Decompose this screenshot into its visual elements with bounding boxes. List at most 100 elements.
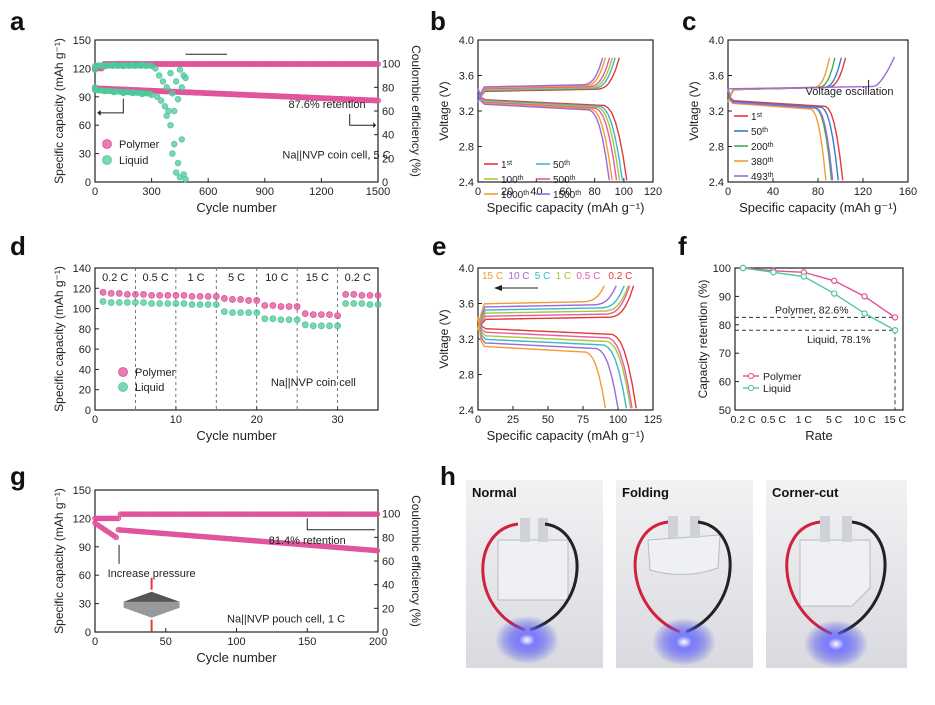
- y-tick-label: 60: [79, 344, 91, 356]
- liquid-point: [164, 300, 172, 307]
- liquid-ce-point: [163, 84, 170, 91]
- discharge-curve: [477, 88, 610, 181]
- x-tick-label: 150: [298, 636, 316, 648]
- polymer-capacity-point: [374, 97, 381, 104]
- legend-label: 1st: [501, 160, 512, 172]
- charge-curve: [727, 56, 896, 90]
- polymer-point: [358, 291, 366, 299]
- legend-label: Polymer: [763, 371, 802, 383]
- discharge-curve: [727, 88, 839, 181]
- y-tick-label: 100: [73, 304, 91, 316]
- rate-label: 10 C: [265, 272, 288, 284]
- photo-normal: Normal: [466, 480, 603, 668]
- polymer-point: [172, 291, 180, 299]
- retention-annotation: 87.6% retention: [289, 99, 366, 111]
- x-tick-label: 10 C: [854, 414, 877, 426]
- liquid-point: [269, 315, 277, 323]
- liquid-point: [317, 322, 325, 330]
- liquid-point: [374, 301, 382, 308]
- y-axis-label: Voltage (V): [687, 81, 701, 140]
- retention-point: [770, 269, 777, 276]
- polymer-capacity-point: [374, 547, 381, 554]
- x-tick-label: 50: [542, 414, 554, 426]
- legend-marker-liquid: [118, 382, 128, 392]
- x-axis-label: Cycle number: [196, 650, 277, 665]
- legend-label: 380th: [751, 157, 774, 169]
- legend-liquid: Liquid: [119, 155, 148, 167]
- x-tick-label: 125: [644, 414, 662, 426]
- liquid-ce-point: [159, 78, 167, 85]
- y2-tick-label: 60: [382, 106, 394, 118]
- polymer-point: [229, 296, 236, 303]
- x-tick-label: 120: [644, 186, 662, 198]
- x-tick-label: 60: [559, 186, 571, 198]
- y2-tick-label: 60: [382, 556, 394, 568]
- charge-curve: [477, 57, 614, 103]
- y-tick-label: 60: [79, 570, 91, 582]
- legend-label: 100th: [501, 175, 524, 187]
- arrow-head: [97, 110, 101, 116]
- polymer-point: [132, 290, 139, 298]
- x-tick-label: 0: [92, 636, 98, 648]
- polymer-point: [317, 311, 325, 319]
- x-tick-label: 75: [577, 414, 589, 426]
- y-tick-label: 140: [73, 263, 91, 275]
- x-axis-label: Specific capacity (mAh g⁻¹): [487, 200, 645, 215]
- polymer-point: [156, 291, 164, 299]
- legend-polymer: Polymer: [119, 139, 160, 151]
- legend-label: 1st: [751, 112, 762, 124]
- y2-tick-label: 80: [382, 82, 394, 94]
- polymer-point: [107, 289, 115, 297]
- x-tick-label: 1 C: [796, 414, 813, 426]
- photo-folding: Folding: [616, 480, 753, 668]
- y-tick-label: 2.8: [709, 142, 724, 154]
- y-tick-label: 60: [719, 377, 731, 389]
- x-axis-label: Rate: [805, 428, 832, 443]
- x-tick-label: 200: [369, 636, 387, 648]
- y-tick-label: 90: [79, 92, 91, 104]
- liquid-point: [188, 301, 196, 308]
- arrow-head: [373, 122, 377, 129]
- y-tick-label: 0: [85, 405, 91, 417]
- liquid-ce-point: [155, 72, 163, 79]
- liquid-point: [326, 322, 333, 330]
- retention-point: [861, 310, 868, 317]
- liquid-point: [180, 300, 188, 307]
- polymer-ce-point: [374, 61, 381, 68]
- x-tick-label: 0: [92, 414, 98, 426]
- chart-b: 0 20 40 60 80 100 120 2.4 2.8 3.2 3.6 4.0 Specific c…: [437, 35, 662, 215]
- rate-legend-label: 1 C: [556, 271, 572, 282]
- y-tick-label: 4.0: [459, 35, 474, 47]
- liquid-point: [358, 300, 366, 307]
- discharge-curve: [727, 88, 827, 181]
- y-tick-label: 3.2: [459, 334, 474, 346]
- discharge-curve: [477, 88, 621, 181]
- y-tick-label: 2.4: [459, 405, 474, 417]
- chart-d: 0 10 20 30 0 20 40 60 80 100 120 140 Cycle number Spe…: [52, 263, 382, 443]
- y-tick-label: 150: [73, 485, 91, 497]
- polymer-point: [261, 302, 269, 309]
- x-tick-label: 600: [199, 186, 217, 198]
- rate-legend-label: 0.5 C: [576, 271, 600, 282]
- liquid-point: [148, 300, 156, 307]
- y-axis-label: Capacity retention (%): [696, 280, 710, 399]
- x-tick-label: 80: [589, 186, 601, 198]
- legend-marker-liquid: [102, 155, 112, 165]
- rate-legend-label: 0.2 C: [608, 271, 632, 282]
- y-tick-label: 30: [79, 149, 91, 161]
- y-tick-label: 90: [719, 291, 731, 303]
- panel-label-g: g: [10, 461, 26, 491]
- polymer-point: [326, 311, 333, 319]
- y2-axis-label: Coulombic efficiency (%): [409, 495, 423, 627]
- rate-label: 5 C: [228, 272, 245, 284]
- charge-curve: [477, 285, 631, 331]
- cell-annotation: Na||NVP coin cell: [271, 377, 356, 389]
- y-tick-label: 100: [713, 263, 731, 275]
- liquid-capacity-point: [174, 159, 182, 167]
- chart-a: 0 300 600 900 1200 15000306090120150020406080…: [52, 35, 423, 215]
- retention-point: [831, 277, 838, 284]
- y-axis-label: Specific capacity (mAh g⁻¹): [52, 266, 66, 412]
- polymer-point: [115, 289, 123, 297]
- y-tick-label: 120: [73, 283, 91, 295]
